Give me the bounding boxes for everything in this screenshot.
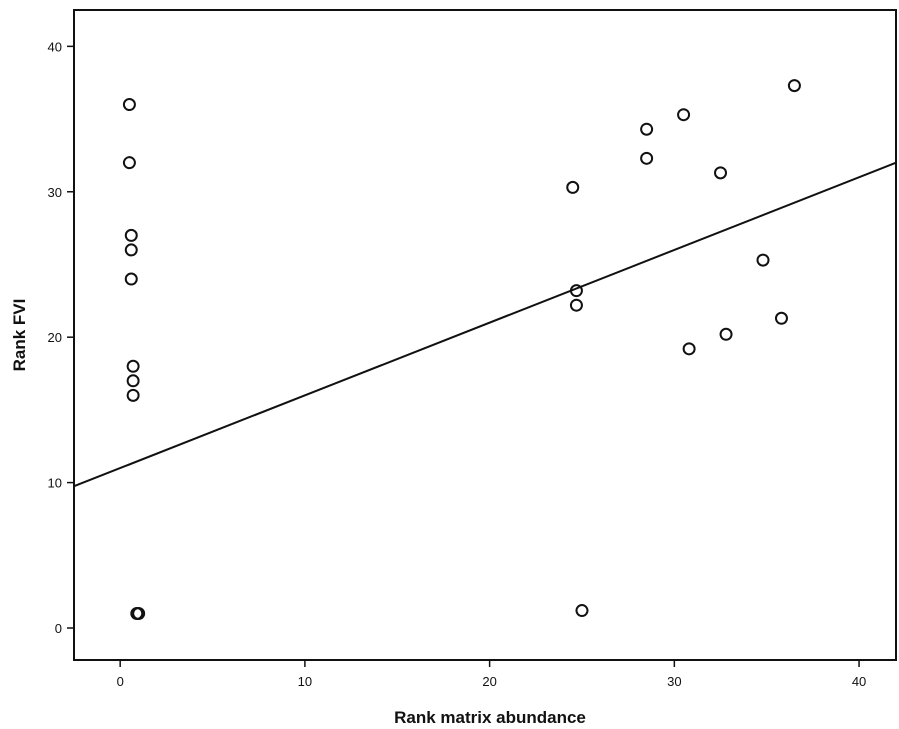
regression-line — [73, 161, 897, 488]
x-tick-label: 20 — [482, 674, 496, 689]
y-tick-label: 0 — [55, 621, 62, 636]
data-point — [569, 284, 583, 298]
data-point — [566, 180, 580, 194]
data-point — [774, 311, 788, 325]
axis-ticks: 0 10 20 30 40 0 10 20 30 40 — [48, 39, 867, 689]
plot-frame — [73, 9, 897, 661]
y-tick-label: 40 — [48, 39, 62, 54]
data-point — [575, 604, 589, 618]
data-point — [124, 243, 138, 257]
y-tick-label: 20 — [48, 330, 62, 345]
x-tick-label: 40 — [852, 674, 866, 689]
x-axis-title: Rank matrix abundance — [394, 708, 586, 727]
data-point — [682, 342, 696, 356]
x-tick-label: 0 — [117, 674, 124, 689]
data-point — [132, 606, 146, 620]
data-point — [126, 374, 140, 388]
data-point — [122, 156, 136, 170]
x-tick-label: 10 — [298, 674, 312, 689]
y-tick-label: 30 — [48, 185, 62, 200]
regression-line-group — [73, 161, 897, 488]
data-point — [126, 388, 140, 402]
data-point — [124, 228, 138, 242]
data-point — [640, 122, 654, 136]
data-point — [569, 298, 583, 312]
data-point — [122, 98, 136, 112]
data-point — [719, 327, 733, 341]
data-point — [640, 151, 654, 165]
data-point — [714, 166, 728, 180]
data-points — [122, 79, 801, 620]
x-tick-label: 30 — [667, 674, 681, 689]
data-point — [677, 108, 691, 122]
data-point — [756, 253, 770, 267]
y-tick-label: 10 — [48, 476, 62, 491]
data-point — [126, 359, 140, 373]
data-point — [787, 79, 801, 93]
data-point — [124, 272, 138, 286]
y-axis-title: Rank FVI — [10, 299, 29, 372]
